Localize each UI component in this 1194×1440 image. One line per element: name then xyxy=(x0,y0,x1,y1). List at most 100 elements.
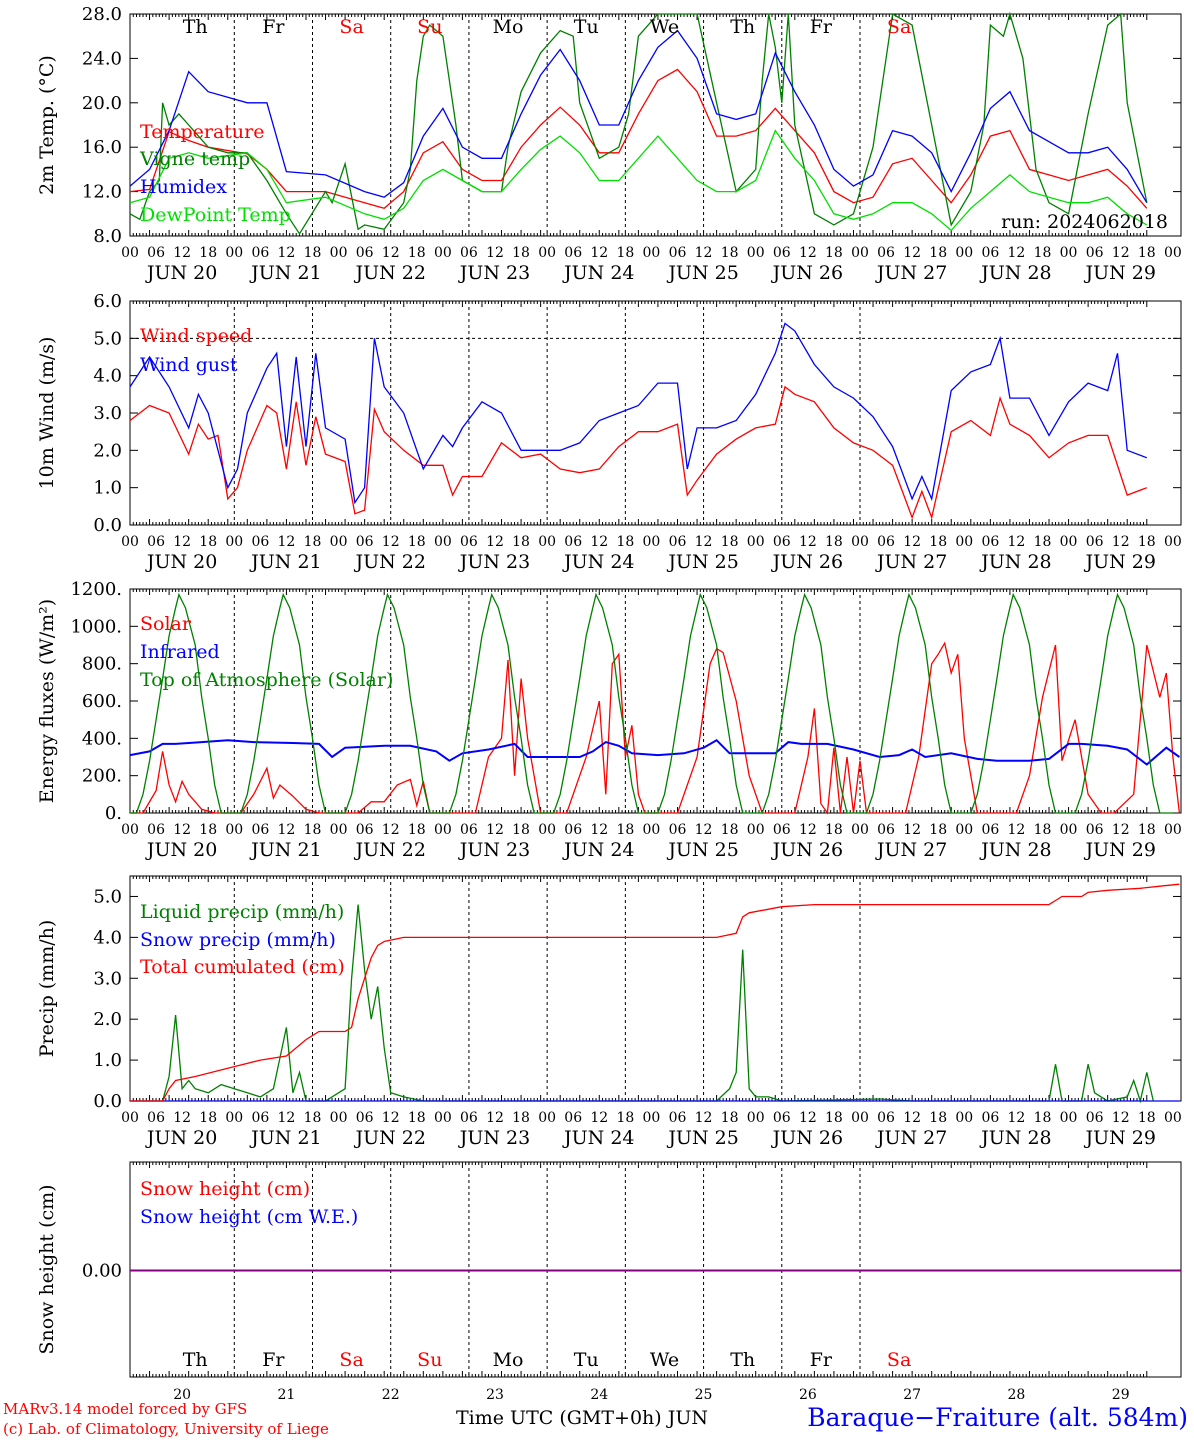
y-tick-label: 800. xyxy=(82,654,122,675)
hour-tick-label: 12 xyxy=(903,245,921,261)
day-number-label: 23 xyxy=(486,1387,504,1403)
day-name: Th xyxy=(730,1349,755,1371)
y-tick-label: 24.0 xyxy=(82,48,122,69)
hour-tick-label: 12 xyxy=(278,245,296,261)
y-tick-label: 5.0 xyxy=(93,328,122,349)
date-label: JUN 25 xyxy=(666,839,738,861)
day-number-label: 28 xyxy=(1008,1387,1026,1403)
hour-tick-label: 00 xyxy=(538,245,556,261)
hour-tick-label: 06 xyxy=(460,245,478,261)
date-label: JUN 24 xyxy=(562,551,634,573)
hour-tick-label: 18 xyxy=(408,822,426,838)
day-name: Tu xyxy=(574,16,599,38)
hour-tick-label: 18 xyxy=(1034,534,1052,550)
date-label: JUN 29 xyxy=(1083,1127,1155,1149)
hour-tick-label: 18 xyxy=(825,245,843,261)
y-axis-label: 10m Wind (m/s) xyxy=(36,337,58,490)
hour-tick-label: 00 xyxy=(643,534,661,550)
day-name: We xyxy=(650,16,679,38)
hour-tick-label: 18 xyxy=(721,1110,739,1126)
date-label: JUN 29 xyxy=(1083,262,1155,284)
hour-tick-label: 18 xyxy=(616,822,634,838)
hour-tick-label: 06 xyxy=(773,534,791,550)
hour-tick-label: 12 xyxy=(695,1110,713,1126)
y-tick-label: 0.00 xyxy=(82,1261,122,1282)
hour-tick-label: 00 xyxy=(643,245,661,261)
series-line-dewpoint-temp xyxy=(129,129,1148,232)
hour-tick-label: 06 xyxy=(356,534,374,550)
hour-tick-label: 00 xyxy=(955,534,973,550)
hour-tick-label: 00 xyxy=(121,534,139,550)
x-axis-title: Time UTC (GMT+0h) JUN xyxy=(456,1407,708,1429)
day-name: Sa xyxy=(339,16,363,38)
hour-tick-label: 00 xyxy=(747,822,765,838)
date-label: JUN 27 xyxy=(875,1127,947,1149)
hour-tick-label: 18 xyxy=(825,822,843,838)
hour-tick-label: 12 xyxy=(799,534,817,550)
y-axis-label: Precip (mm/h) xyxy=(36,920,58,1058)
hour-tick-label: 00 xyxy=(747,1110,765,1126)
date-label: JUN 23 xyxy=(458,1127,530,1149)
day-name: Sa xyxy=(887,16,911,38)
hour-tick-label: 06 xyxy=(981,822,999,838)
legend-entry: Snow height (cm W.E.) xyxy=(140,1206,358,1228)
day-name: Sa xyxy=(887,1349,911,1371)
wind-panel: 0.0 1.0 2.0 3.0 4.0 5.0 6.0 10m Wind (m/s) Wind … xyxy=(36,291,1182,573)
y-axis-label: Snow height (cm) xyxy=(36,1184,58,1354)
hour-tick-label: 00 xyxy=(1060,534,1078,550)
hour-tick-label: 12 xyxy=(1112,1110,1130,1126)
legend-entry: Solar xyxy=(140,613,192,635)
y-tick-label: 2.0 xyxy=(93,440,122,461)
y-tick-label: 16.0 xyxy=(82,137,122,158)
hour-tick-label: 12 xyxy=(278,822,296,838)
hour-tick-label: 06 xyxy=(251,822,269,838)
day-name: Tu xyxy=(574,1349,599,1371)
date-label: JUN 22 xyxy=(353,262,425,284)
series-line-total-cumulated-cm- xyxy=(130,883,1180,1102)
hour-tick-label: 18 xyxy=(1034,822,1052,838)
hour-tick-label: 00 xyxy=(1164,1110,1182,1126)
y-tick-label: 0.0 xyxy=(93,515,122,536)
hour-tick-label: 00 xyxy=(955,1110,973,1126)
date-label: JUN 24 xyxy=(562,262,634,284)
hour-tick-label: 18 xyxy=(1034,245,1052,261)
hour-tick-label: 18 xyxy=(616,534,634,550)
day-number-label: 27 xyxy=(903,1387,921,1403)
hour-tick-label: 18 xyxy=(721,534,739,550)
energy-flux-panel: 0. 200. 400. 600. 800. 1000. 1200. Energy fluxe… xyxy=(36,579,1182,861)
series-line-vigne-temp xyxy=(129,11,1148,236)
day-number-label: 24 xyxy=(590,1387,608,1403)
hour-tick-label: 18 xyxy=(304,245,322,261)
date-label: JUN 27 xyxy=(875,262,947,284)
hour-tick-label: 00 xyxy=(434,534,452,550)
hour-tick-label: 18 xyxy=(1138,534,1156,550)
day-name: Th xyxy=(183,1349,208,1371)
hour-tick-label: 12 xyxy=(382,1110,400,1126)
hour-tick-label: 12 xyxy=(278,1110,296,1126)
hour-tick-label: 18 xyxy=(408,534,426,550)
hour-tick-label: 06 xyxy=(981,245,999,261)
hour-tick-label: 12 xyxy=(590,1110,608,1126)
date-label: JUN 27 xyxy=(875,839,947,861)
day-name: Mo xyxy=(493,16,524,38)
hour-tick-label: 00 xyxy=(1060,245,1078,261)
hour-tick-label: 12 xyxy=(903,534,921,550)
hour-tick-label: 00 xyxy=(225,822,243,838)
hour-tick-label: 18 xyxy=(199,1110,217,1126)
hour-tick-label: 06 xyxy=(773,245,791,261)
hour-tick-label: 06 xyxy=(773,1110,791,1126)
y-tick-label: 6.0 xyxy=(93,291,122,312)
date-label: JUN 22 xyxy=(353,1127,425,1149)
date-label: JUN 22 xyxy=(353,839,425,861)
hour-tick-label: 18 xyxy=(825,534,843,550)
hour-tick-label: 12 xyxy=(278,534,296,550)
hour-tick-label: 06 xyxy=(564,534,582,550)
legend-entry: Snow precip (mm/h) xyxy=(140,929,336,951)
hour-tick-label: 00 xyxy=(538,822,556,838)
hour-tick-label: 12 xyxy=(1008,822,1026,838)
hour-tick-label: 06 xyxy=(1086,245,1104,261)
hour-tick-label: 18 xyxy=(408,1110,426,1126)
hour-tick-label: 18 xyxy=(199,245,217,261)
y-tick-label: 5.0 xyxy=(93,886,122,907)
